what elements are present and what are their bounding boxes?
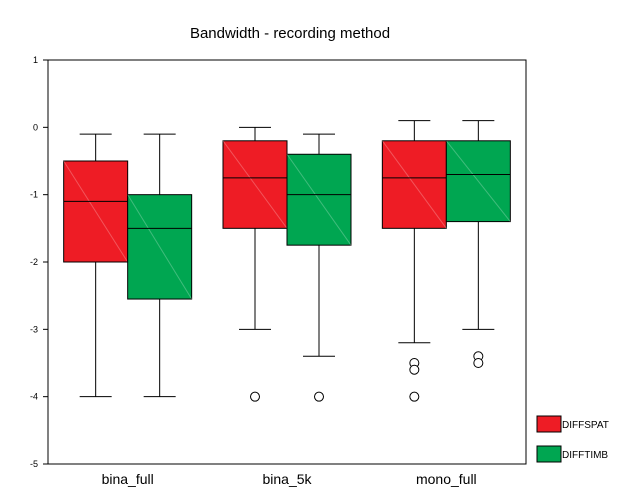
legend-label: DIFFSPAT [562, 420, 609, 431]
x-tick-label: bina_5k [262, 471, 312, 487]
legend-swatch [536, 445, 562, 463]
y-tick-label: -4 [30, 392, 38, 402]
y-tick-label: -5 [30, 459, 38, 469]
box-difftimb-mono_full [445, 120, 511, 368]
box-shading [381, 140, 447, 229]
box-shading [445, 140, 511, 222]
box-iqr [127, 194, 193, 300]
y-tick-label: 0 [33, 122, 38, 132]
box-diffspat-bina_5k [222, 126, 288, 402]
legend-swatch [536, 415, 562, 433]
box-group-bina_full [63, 133, 193, 398]
x-axis: bina_full bina_5k mono_full [102, 471, 477, 487]
chart-title: Bandwidth - recording method [190, 25, 390, 42]
y-tick-label: -1 [30, 190, 38, 200]
box-groups [63, 120, 511, 402]
outlier-point [250, 391, 260, 402]
box-difftimb-bina_5k [286, 133, 352, 402]
box-shading [286, 153, 352, 246]
y-tick-label: 1 [33, 55, 38, 65]
legend-label: DIFFTIMB [562, 450, 608, 461]
legend-item-difftimb: DIFFTIMB [536, 445, 608, 463]
box-shading [222, 140, 288, 229]
x-tick-label: bina_full [102, 471, 154, 487]
box-iqr [286, 153, 352, 246]
outlier-point [409, 391, 420, 402]
legend: DIFFSPAT DIFFTIMB [536, 415, 609, 463]
outlier-point [314, 391, 324, 402]
y-tick-label: -2 [30, 257, 38, 267]
box-shading [63, 160, 129, 263]
box-iqr [445, 140, 511, 223]
box-diffspat-bina_full [63, 133, 129, 398]
box-difftimb-bina_full [127, 133, 193, 398]
outlier-point [409, 364, 420, 375]
y-tick-label: -3 [30, 324, 38, 334]
x-tick-label: mono_full [416, 471, 477, 487]
box-iqr [381, 140, 447, 229]
box-shading [127, 194, 193, 300]
box-group-mono_full [381, 120, 511, 402]
box-group-bina_5k [222, 126, 352, 402]
legend-item-diffspat: DIFFSPAT [536, 415, 609, 433]
box-iqr [63, 160, 129, 263]
y-axis: 1 0 -1 -2 -3 -4 -5 [30, 55, 48, 469]
outlier-point [473, 358, 484, 368]
box-diffspat-mono_full [381, 120, 447, 402]
